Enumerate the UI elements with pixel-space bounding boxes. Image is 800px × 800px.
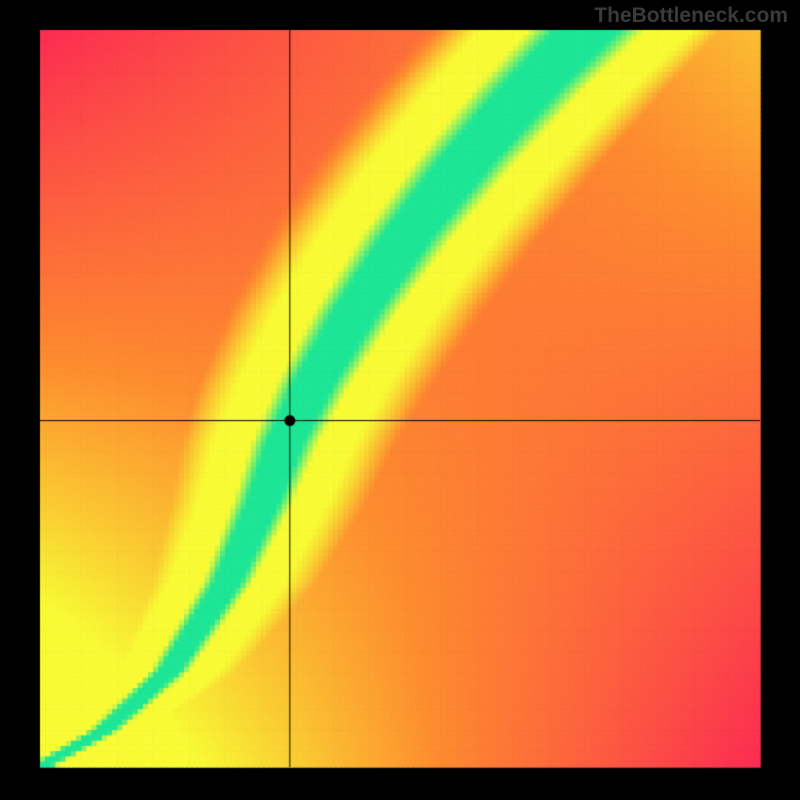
heatmap-canvas [0, 0, 800, 800]
chart-container: TheBottleneck.com [0, 0, 800, 800]
attribution-text: TheBottleneck.com [594, 4, 788, 28]
